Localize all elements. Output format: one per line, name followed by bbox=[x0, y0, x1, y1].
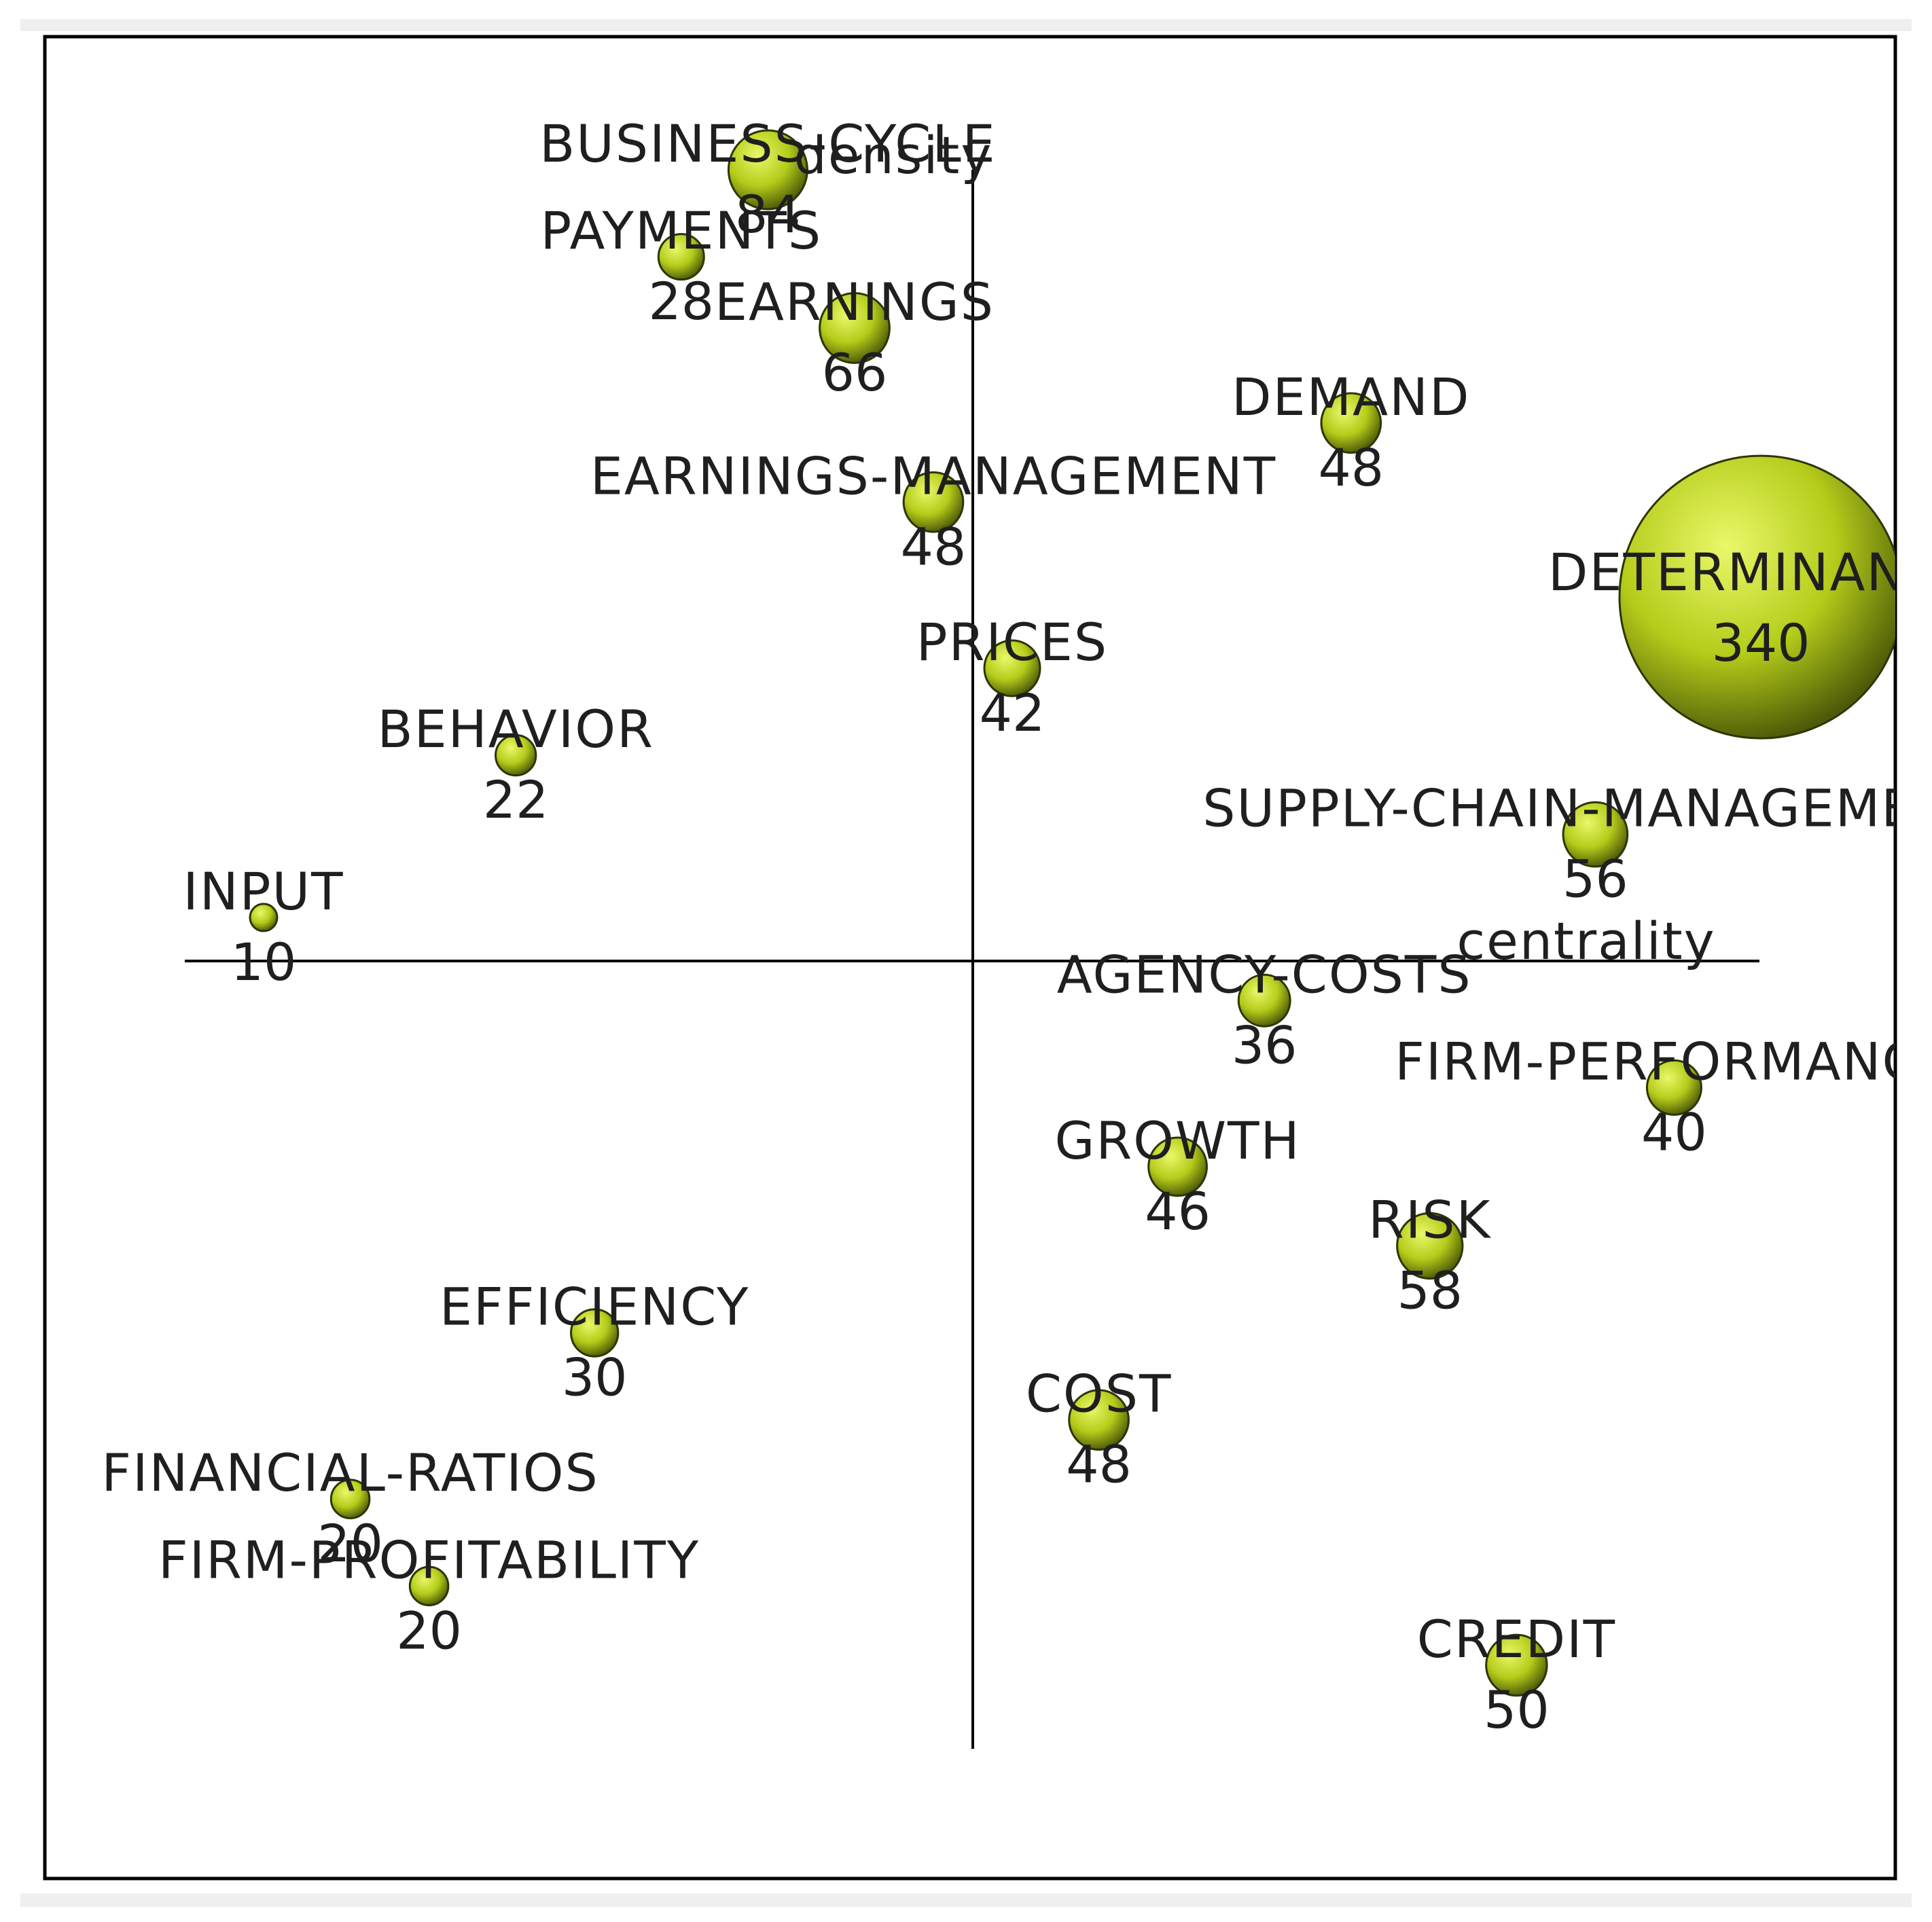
node-value: 10 bbox=[231, 932, 297, 992]
bubble-demand bbox=[1320, 392, 1382, 454]
bubble-credit bbox=[1485, 1633, 1548, 1697]
node-value: 28 bbox=[648, 271, 714, 331]
bubble-earnings-management bbox=[902, 471, 965, 533]
bubble-risk bbox=[1396, 1212, 1464, 1280]
bubble-earnings bbox=[819, 292, 891, 364]
node-value: 46 bbox=[1145, 1181, 1211, 1241]
bubble-layer bbox=[249, 129, 1895, 1697]
node-label: COST bbox=[1026, 1364, 1173, 1424]
node-label: EARNINGS bbox=[715, 272, 995, 332]
bubble-firm-profitability bbox=[408, 1565, 450, 1607]
node-label: SUPPLY-CHAIN-MANAGEMENT bbox=[1202, 778, 1932, 839]
node-label: PRICES bbox=[916, 612, 1108, 672]
node-value: 42 bbox=[980, 683, 1045, 743]
bubble-behavior bbox=[495, 733, 537, 777]
node-value: 48 bbox=[901, 516, 967, 577]
node-label: FIRM-PROFITABILITY bbox=[158, 1529, 700, 1590]
node-value: 66 bbox=[822, 342, 888, 403]
node-value: 340 bbox=[1711, 613, 1810, 673]
bubble-prices bbox=[983, 639, 1041, 697]
bubble-determinants bbox=[1618, 454, 1895, 740]
node-value: 84 bbox=[735, 184, 801, 244]
node-label: EARNINGS-MANAGEMENT bbox=[590, 446, 1276, 506]
node-label: FINANCIAL-RATIOS bbox=[101, 1443, 598, 1503]
node-label: EFFICIENCY bbox=[440, 1277, 749, 1337]
node-value: 58 bbox=[1397, 1260, 1463, 1320]
y-axis-title: density bbox=[794, 125, 993, 185]
node-value: 20 bbox=[317, 1513, 383, 1574]
node-value: 36 bbox=[1232, 1015, 1298, 1075]
node-value: 40 bbox=[1641, 1102, 1707, 1162]
plot-frame bbox=[43, 35, 1897, 1881]
node-value: 22 bbox=[483, 769, 549, 830]
node-label: AGENCY-COSTS bbox=[1057, 944, 1472, 1004]
bubble-payments bbox=[657, 233, 705, 281]
bubble-cost bbox=[1068, 1389, 1130, 1451]
bottom-border-strip bbox=[20, 1893, 1912, 1907]
x-axis-title: centrality bbox=[1456, 911, 1715, 971]
bubble-supply-chain-management bbox=[1562, 801, 1629, 868]
bubble-financial-ratios bbox=[329, 1479, 371, 1519]
node-label: FIRM-PERFORMANCE bbox=[1395, 1031, 1932, 1091]
node-label: GROWTH bbox=[1054, 1110, 1300, 1171]
bubble-firm-performance bbox=[1645, 1059, 1702, 1116]
node-label: PAYMENTS bbox=[541, 200, 823, 261]
node-label: CREDIT bbox=[1417, 1609, 1616, 1669]
bubble-business-cycle bbox=[727, 129, 808, 211]
node-label: DEMAND bbox=[1232, 367, 1470, 427]
node-label: INPUT bbox=[183, 861, 344, 922]
bubble-growth bbox=[1147, 1136, 1208, 1197]
bubble-input bbox=[249, 903, 279, 932]
node-value: 56 bbox=[1562, 849, 1628, 909]
bubble-agency-costs bbox=[1237, 973, 1291, 1028]
node-value: 30 bbox=[562, 1347, 628, 1408]
bubble-efficiency bbox=[570, 1308, 620, 1358]
node-value: 20 bbox=[396, 1600, 462, 1661]
node-label: BUSINESS-CYCLE bbox=[539, 113, 997, 174]
node-label: DETERMINANTS bbox=[1548, 542, 1932, 602]
node-value: 50 bbox=[1484, 1680, 1550, 1740]
node-label: BEHAVIOR bbox=[377, 699, 654, 759]
node-value: 48 bbox=[1066, 1434, 1132, 1495]
top-border-strip bbox=[20, 19, 1912, 31]
node-label: RISK bbox=[1368, 1189, 1491, 1250]
node-value: 48 bbox=[1318, 437, 1384, 498]
